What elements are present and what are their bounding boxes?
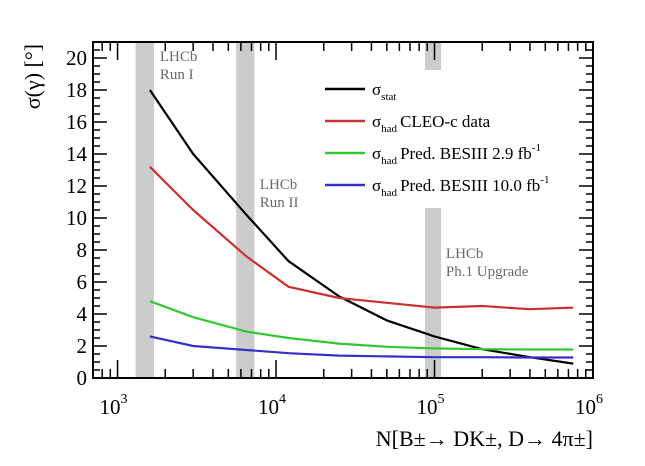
- y-tick-label-1: 2: [77, 334, 88, 358]
- x-tick-label-2: 105: [417, 392, 445, 419]
- legend-label-3: σhad Pred. BESIII 10.0 fb-1: [372, 174, 549, 199]
- y-tick-label-5: 10: [66, 206, 87, 230]
- y-tick-label-4: 8: [77, 238, 88, 262]
- legend-label-0: σstat: [372, 80, 396, 103]
- band-label-1: LHCb Run II: [260, 177, 299, 211]
- y-tick-label-9: 18: [66, 78, 87, 102]
- series-line-0: [148, 89, 574, 365]
- legend-label-2: σhad Pred. BESIII 2.9 fb-1: [372, 142, 541, 167]
- y-tick-label-3: 6: [77, 270, 88, 294]
- y-tick-label-6: 12: [66, 174, 87, 198]
- series-line-1: [149, 166, 574, 311]
- y-tick-label-8: 16: [66, 110, 87, 134]
- band-0: [135, 42, 155, 378]
- legend-label-1: σhad CLEO-c data: [372, 112, 491, 135]
- series-line-3: [149, 335, 574, 359]
- x-tick-label-0: 103: [100, 392, 128, 419]
- x-axis-title: N[B±→ DK±, D→ 4π±]: [376, 426, 593, 451]
- y-tick-label-0: 0: [77, 366, 88, 390]
- band-1: [236, 42, 255, 378]
- y-tick-label-7: 14: [66, 142, 88, 166]
- band-label-2: LHCb Ph.1 Upgrade: [446, 246, 529, 280]
- y-tick-label-10: 20: [66, 46, 87, 70]
- y-tick-label-2: 4: [77, 302, 88, 326]
- y-axis-title: σ(γ) [°]: [20, 44, 45, 109]
- band-label-0: LHCb Run I: [160, 49, 198, 83]
- x-tick-label-3: 106: [575, 392, 603, 419]
- x-tick-label-1: 104: [258, 392, 286, 419]
- series-line-2: [149, 300, 574, 351]
